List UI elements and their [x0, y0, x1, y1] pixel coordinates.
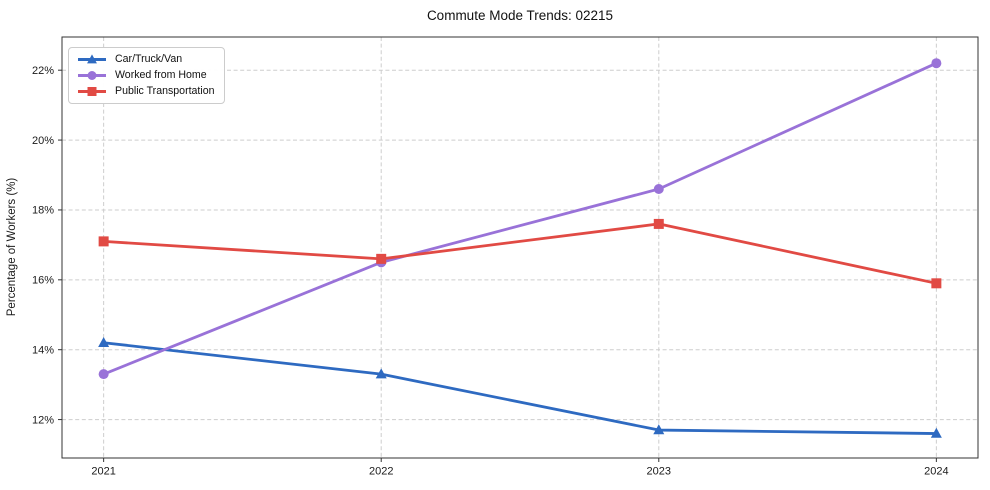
- legend-line-triangle-icon: [78, 54, 106, 64]
- legend-swatch-marker: [87, 54, 97, 64]
- y-tick-label: 16%: [32, 275, 54, 287]
- legend-swatch-marker: [87, 87, 97, 96]
- legend-label: Worked from Home: [115, 69, 207, 81]
- y-tick-label: 12%: [32, 414, 54, 426]
- legend-line-circle-icon: [78, 71, 106, 80]
- chart-title: Commute Mode Trends: 02215: [426, 8, 614, 23]
- legend-item-car-truck-van: Car/Truck/Van: [76, 53, 215, 66]
- x-tick-label: 2023: [647, 466, 671, 478]
- series-0-marker: [98, 336, 110, 347]
- series-1-marker: [931, 58, 942, 69]
- legend-label: Car/Truck/Van: [115, 53, 183, 65]
- legend-item-worked-from-home: Worked from Home: [76, 69, 215, 82]
- series-2-marker: [931, 278, 942, 289]
- y-tick-label: 14%: [32, 344, 54, 356]
- series-2-marker: [98, 236, 109, 247]
- series-2-marker: [653, 218, 664, 229]
- x-tick-label: 2021: [91, 466, 115, 478]
- series-0-marker: [375, 368, 387, 379]
- y-tick-label: 22%: [32, 65, 54, 77]
- series-0-marker: [930, 427, 942, 438]
- series-0-marker: [653, 424, 665, 435]
- legend-swatch-marker: [87, 71, 97, 80]
- x-tick-label: 2024: [924, 466, 948, 478]
- series-line-2: [102, 222, 938, 285]
- y-tick-label: 18%: [32, 205, 54, 217]
- x-tick-label: 2022: [369, 466, 393, 478]
- y-tick-label: 20%: [32, 135, 54, 147]
- series-line-1: [102, 61, 938, 376]
- legend: Car/Truck/Van Worked from Home Public Tr…: [68, 47, 225, 104]
- series-1-marker: [653, 183, 664, 194]
- series-1-marker: [98, 369, 109, 380]
- series-2-marker: [376, 253, 387, 264]
- legend-item-public-transportation: Public Transportation: [76, 85, 215, 98]
- y-axis-label: Percentage of Workers (%): [6, 178, 18, 317]
- legend-line-square-icon: [78, 87, 106, 96]
- legend-label: Public Transportation: [115, 85, 215, 97]
- series-line-0: [102, 341, 938, 435]
- plot-frame: [61, 36, 979, 459]
